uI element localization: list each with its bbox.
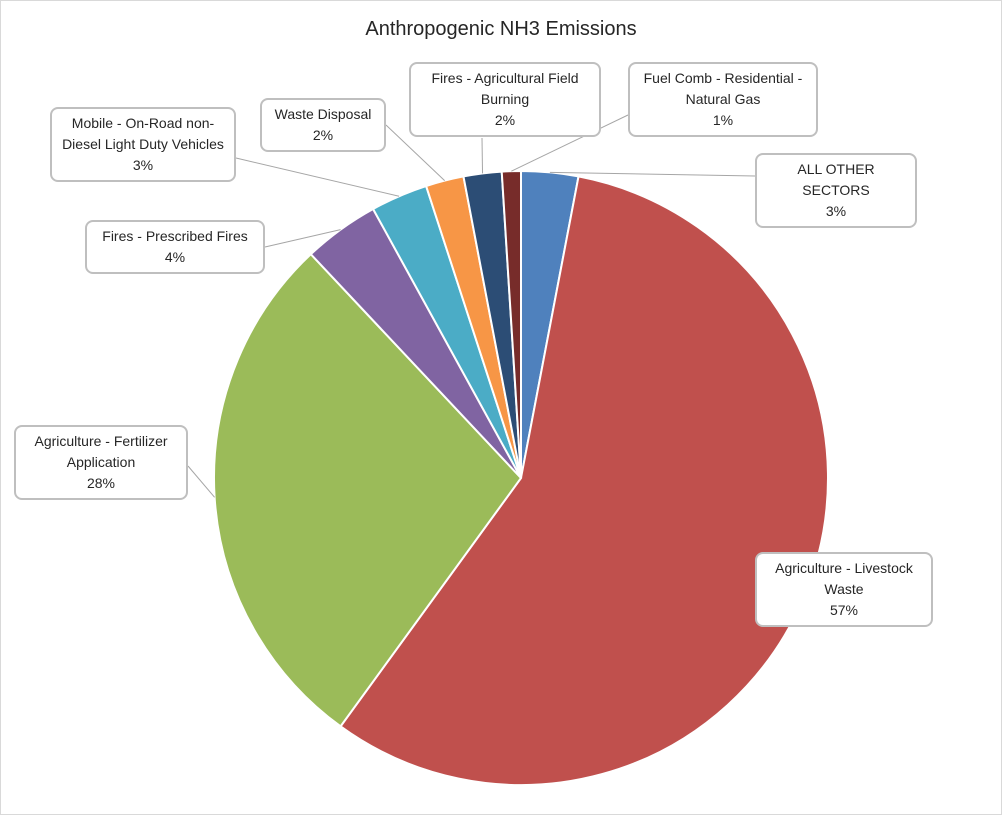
leader-line	[481, 137, 484, 174]
data-label: ALL OTHER SECTORS 3%	[755, 153, 917, 228]
value-label: 3%	[825, 203, 847, 219]
data-label: Agriculture - Livestock Waste 57%	[755, 552, 933, 627]
category-label: Agriculture - Livestock Waste	[775, 560, 913, 597]
value-label: 2%	[494, 112, 516, 128]
value-label: 3%	[132, 157, 154, 173]
leader-line	[385, 124, 445, 182]
pie-slice	[213, 252, 523, 728]
leader-line	[235, 157, 400, 197]
category-label: Waste Disposal	[274, 106, 372, 122]
leader-line	[511, 114, 629, 172]
category-label: ALL OTHER SECTORS	[797, 161, 875, 198]
value-label: 57%	[829, 602, 859, 618]
category-label: Fires - Agricultural Field Burning	[431, 70, 579, 107]
chart-title: Anthropogenic NH3 Emissions	[365, 18, 637, 40]
data-label: Fires - Agricultural Field Burning 2%	[409, 62, 601, 137]
value-label: 4%	[164, 249, 186, 265]
category-label: Agriculture - Fertilizer Application	[34, 433, 168, 470]
data-label: Waste Disposal 2%	[260, 98, 386, 152]
data-label: Fuel Comb - Residential - Natural Gas 1%	[628, 62, 818, 137]
category-label: Fires - Prescribed Fires	[102, 228, 248, 244]
data-label: Fires - Prescribed Fires 4%	[85, 220, 265, 274]
data-label: Agriculture - Fertilizer Application 28%	[14, 425, 188, 500]
data-label: Mobile - On-Road non-Diesel Light Duty V…	[50, 107, 236, 182]
pie-slice	[500, 169, 522, 479]
leader-line	[549, 171, 756, 177]
value-label: 2%	[312, 127, 334, 143]
category-label: Fuel Comb - Residential - Natural Gas	[643, 70, 803, 107]
leader-line	[264, 229, 341, 248]
value-label: 28%	[86, 475, 116, 491]
value-label: 1%	[712, 112, 734, 128]
category-label: Mobile - On-Road non-Diesel Light Duty V…	[62, 115, 224, 152]
leader-line	[187, 465, 215, 498]
